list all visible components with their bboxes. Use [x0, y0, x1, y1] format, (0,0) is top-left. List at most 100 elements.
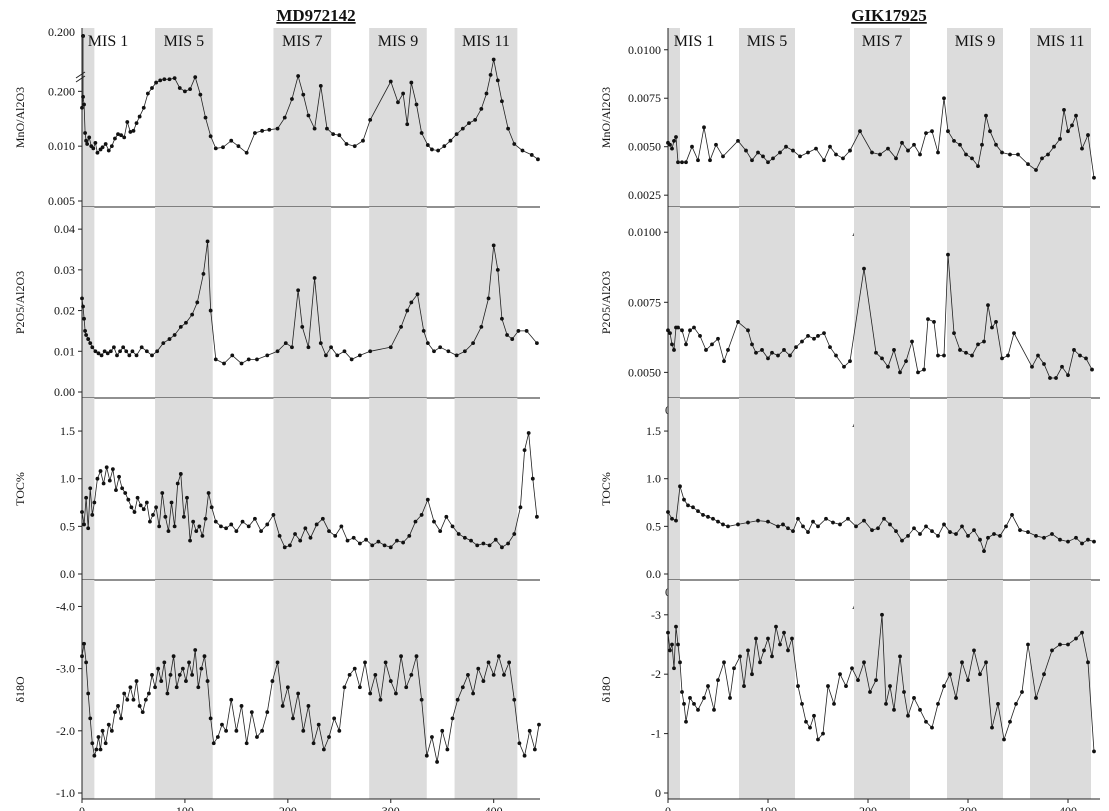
md-d18o-data-point [94, 747, 99, 752]
gik-p2o5-y-tick-label: 0.0075 [628, 295, 661, 309]
md-p2o5-data-point [99, 353, 104, 358]
md-mno-data-point [145, 91, 150, 96]
gik-d18o-data-point [902, 690, 906, 694]
gik-d18o-data-point [1014, 701, 1018, 706]
gik-mno-y-tick-label: 0.0025 [628, 188, 661, 202]
md-p2o5-data-point [425, 341, 430, 346]
gik-p2o5-data-point [848, 359, 852, 364]
gik-mno-y-axis-title: MnO/Al2O3 [599, 87, 613, 148]
md-mno-data-point [119, 133, 124, 138]
gik-toc-data-point [1074, 535, 1078, 540]
mis-band-3 [273, 398, 332, 580]
gik-d18o-data-point [758, 660, 762, 665]
md-p2o5-data-point [415, 292, 420, 297]
md-toc-data-point [101, 481, 106, 486]
md-d18o-data-point [140, 710, 145, 715]
md-d18o-data-point [466, 672, 470, 677]
gik-p2o5-data-point [834, 353, 838, 358]
md-d18o-data-point [80, 654, 84, 659]
gik-toc-data-point [736, 522, 740, 527]
md-p2o5-data-point [505, 333, 509, 337]
md-mno-data-point [361, 138, 365, 143]
gik-toc-data-point [986, 535, 990, 540]
gik-p2o5-data-point [794, 345, 798, 350]
md-d18o-data-point [106, 722, 111, 727]
md-mno-data-point [183, 89, 187, 94]
gik-toc-data-point [766, 519, 770, 524]
gik-p2o5-data-point [828, 345, 832, 350]
gik-mno-data-point [841, 156, 845, 161]
gik-d18o-x-tick-label: 0 [665, 804, 671, 811]
gik-mno-data-point [1052, 144, 1056, 149]
md-d18o-data-point [352, 666, 357, 671]
md-d18o-data-point [363, 660, 367, 665]
gik-d18o-data-point [782, 630, 786, 635]
md-p2o5-data-point [405, 308, 410, 313]
mis-band-2 [739, 398, 795, 580]
gik-d18o-data-point [1058, 642, 1062, 647]
md-toc-data-point [288, 543, 292, 548]
mis-band-3 [273, 28, 332, 207]
gik-d18o-data-point [676, 642, 680, 647]
gik-mno-data-point [1040, 156, 1044, 161]
md-d18o-data-point [90, 741, 95, 746]
md-toc-data-point [181, 514, 186, 519]
gik-d18o-data-point [712, 707, 716, 712]
md-toc-data-point [438, 529, 443, 534]
gik-d18o-data-point [924, 719, 928, 724]
gik-mno-y-tick-label: 0.0050 [628, 140, 661, 154]
md-mno-data-point [396, 100, 400, 105]
md-d18o-data-point [103, 741, 108, 746]
gik-p2o5-data-point [1030, 364, 1034, 369]
gik-toc-data-point [670, 516, 674, 521]
md-d18o-data-point [522, 753, 527, 758]
gik-p2o5-data-point [726, 348, 730, 352]
md-p2o5-data-point [84, 333, 89, 337]
md-d18o-data-point [414, 654, 419, 659]
md-d18o-data-point [383, 660, 388, 665]
gik-p2o5-data-point [942, 353, 946, 358]
gik-d18o-data-point [672, 666, 676, 671]
md-p2o5-y-axis-title: P2O5/Al2O3 [13, 271, 27, 334]
md-mno-data-point [229, 138, 234, 143]
md-toc-data-point [90, 513, 95, 517]
gik-toc-data-point [1050, 532, 1054, 536]
gik-mno-data-point [1016, 152, 1020, 157]
md-toc-data-point [271, 513, 276, 517]
md-mno-data-point [460, 126, 465, 131]
gik-mno-data-point [952, 138, 956, 143]
md-p2o5-data-point [222, 361, 226, 366]
gik-d18o-data-point [1034, 696, 1038, 700]
md-toc-data-point [450, 524, 455, 529]
md-d18o-data-point [168, 672, 173, 677]
md-p2o5-data-point [265, 353, 270, 358]
mis-label-3: MIS 7 [862, 33, 902, 50]
gik-toc-data-point [824, 516, 828, 521]
gik-p2o5-data-point [670, 342, 674, 347]
md-p2o5-data-point [318, 341, 323, 346]
gik-mno-data-point [958, 142, 962, 147]
md-p2o5-data-point [479, 324, 484, 329]
gik-d18o-data-point [844, 684, 848, 688]
gik-d18o-data-point [850, 666, 854, 671]
md-toc-data-point [308, 535, 313, 540]
md-toc-data-point [138, 503, 143, 508]
md-toc-data-point [351, 535, 356, 540]
gik-p2o5-data-point [926, 317, 930, 322]
md-d18o-data-point [419, 697, 424, 702]
md-mno-data-point [368, 117, 373, 122]
gik-p2o5-y-tick-label: 0.0100 [628, 225, 661, 239]
gik-p2o5-data-point [898, 370, 902, 375]
md-mno-data-point [484, 91, 489, 96]
md-p2o5-data-point [184, 320, 188, 325]
gik-p2o5-data-point [672, 348, 676, 352]
gik-p2o5-data-point [986, 303, 990, 307]
gik-toc-data-point [918, 532, 922, 536]
gik-mno-data-point [1092, 175, 1096, 180]
mis-band-5 [1030, 580, 1091, 799]
md-d18o-data-point [270, 679, 275, 683]
md-d18o-data-point [134, 679, 139, 683]
md-p2o5-data-point [300, 324, 305, 329]
gik-p2o5-data-point [688, 328, 692, 333]
